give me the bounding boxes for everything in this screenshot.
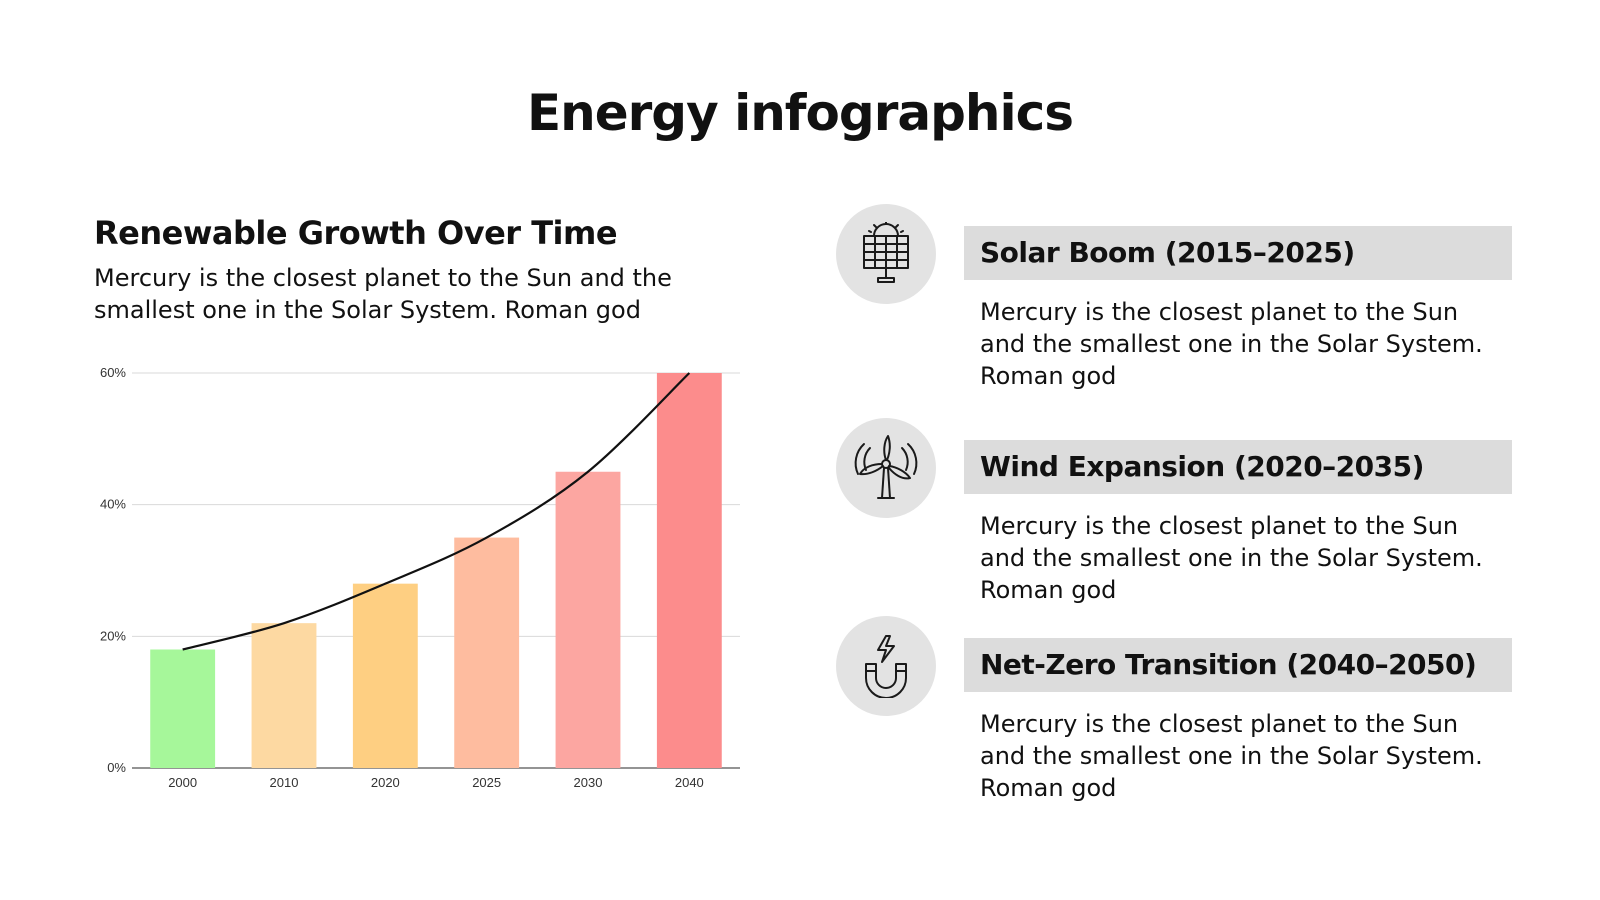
item-description: Mercury is the closest planet to the Sun… bbox=[980, 512, 1483, 604]
x-tick-label: 2020 bbox=[371, 775, 400, 790]
y-tick-label: 0% bbox=[107, 760, 126, 775]
item-description: Mercury is the closest planet to the Sun… bbox=[980, 298, 1483, 390]
x-tick-label: 2030 bbox=[574, 775, 603, 790]
bar-2020 bbox=[352, 583, 418, 768]
magnet-energy-icon-circle bbox=[836, 616, 936, 716]
wind-turbine-icon bbox=[854, 435, 918, 499]
bar-2040 bbox=[656, 373, 722, 768]
bar-2000 bbox=[150, 649, 216, 768]
y-tick-label: 20% bbox=[100, 628, 126, 643]
bar-2025 bbox=[454, 537, 520, 768]
item-title: Wind Expansion (2020–2035) bbox=[964, 440, 1512, 494]
item-description: Mercury is the closest planet to the Sun… bbox=[980, 710, 1483, 802]
x-tick-label: 2010 bbox=[270, 775, 299, 790]
magnet-energy-icon bbox=[865, 635, 907, 698]
y-tick-label: 40% bbox=[100, 497, 126, 512]
item-title: Solar Boom (2015–2025) bbox=[964, 226, 1512, 280]
chart-description: Mercury is the closest planet to the Sun… bbox=[94, 264, 672, 324]
solar-panel-icon-circle bbox=[836, 204, 936, 304]
wind-turbine-icon-circle bbox=[836, 418, 936, 518]
x-tick-label: 2040 bbox=[675, 775, 704, 790]
solar-panel-icon bbox=[863, 222, 909, 283]
x-tick-label: 2000 bbox=[168, 775, 197, 790]
x-tick-label: 2025 bbox=[472, 775, 501, 790]
bar-2010 bbox=[251, 623, 317, 768]
bar-2030 bbox=[555, 471, 621, 768]
renewable-growth-chart: 0% 20% 40% 60% 2000 2010 2020 2025 2030 2040 bbox=[100, 365, 740, 790]
item-title: Net-Zero Transition (2040–2050) bbox=[964, 638, 1512, 692]
trend-line bbox=[182, 372, 691, 651]
y-tick-label: 60% bbox=[100, 365, 126, 380]
page-title: Energy infographics bbox=[526, 84, 1074, 142]
chart-heading: Renewable Growth Over Time bbox=[94, 214, 618, 252]
